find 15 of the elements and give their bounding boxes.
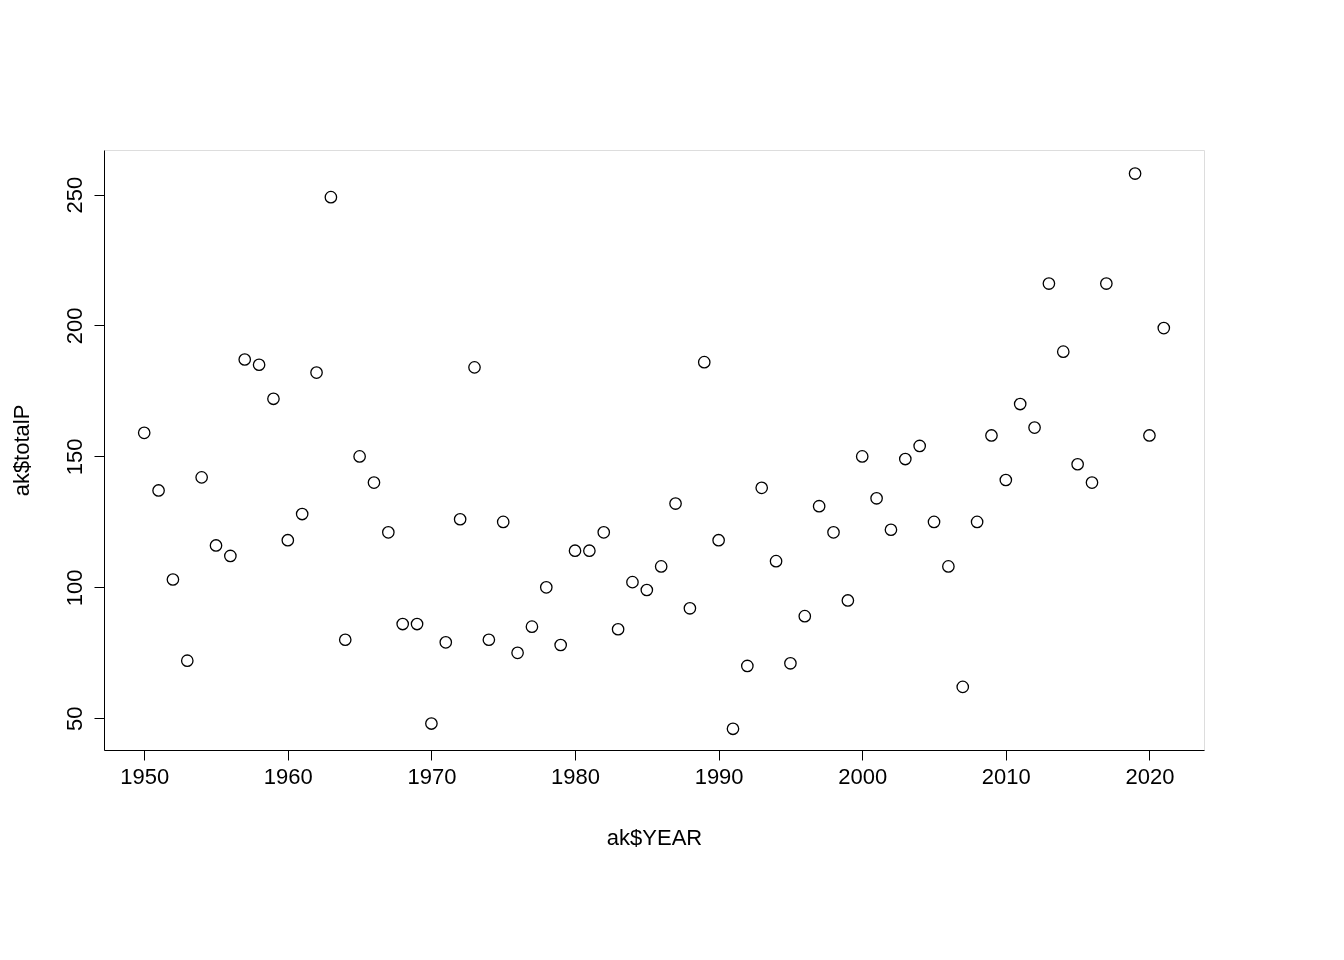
x-tick-label: 2020 (1125, 763, 1175, 789)
y-tick-label: 50 (61, 706, 87, 732)
x-axis-title: ak$YEAR (606, 824, 703, 850)
y-axis-title: ak$totalP (8, 404, 34, 497)
y-tick-label: 200 (61, 307, 87, 345)
x-tick-label: 1980 (551, 763, 600, 789)
y-tick-label: 100 (61, 569, 87, 607)
x-tick-label: 1950 (120, 763, 170, 789)
y-tick-label: 150 (61, 438, 87, 476)
x-tick-label: 1990 (694, 763, 744, 789)
x-tick-label: 1960 (263, 763, 313, 789)
y-tick-label: 250 (61, 176, 87, 214)
x-tick-label: 2000 (838, 763, 888, 789)
x-tick-label: 2010 (981, 763, 1031, 789)
x-tick-label: 1970 (407, 763, 457, 789)
